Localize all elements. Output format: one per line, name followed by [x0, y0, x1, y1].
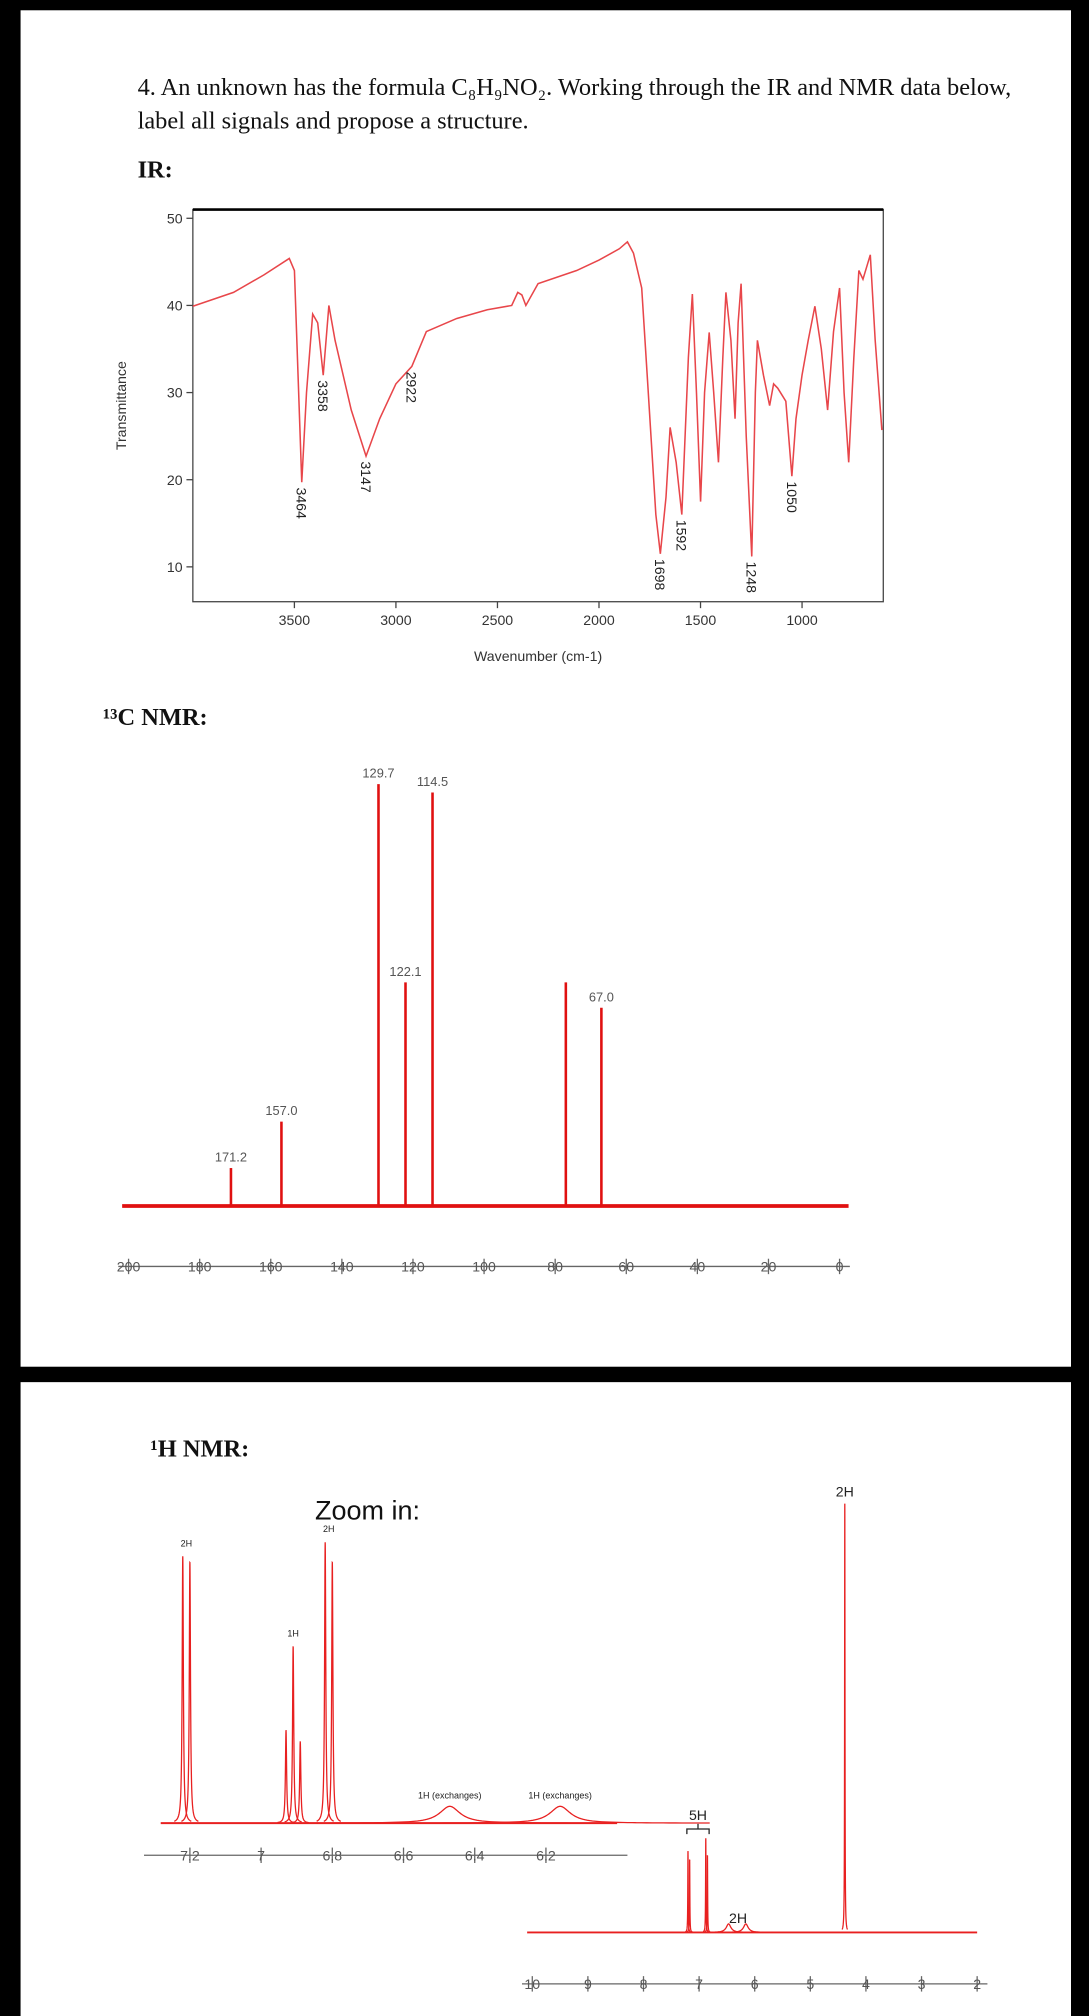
x-tick-label: 2000	[583, 612, 615, 628]
y-tick-label: 20	[167, 472, 183, 488]
integration-label: 1H	[287, 1629, 299, 1639]
ruler-label: 6.2	[536, 1847, 556, 1863]
peak-label: 3147	[358, 461, 374, 493]
peak-label: 3464	[294, 487, 310, 519]
question-line: label all signals and propose a structur…	[138, 108, 529, 135]
ruler-label: 40	[690, 1259, 706, 1275]
ruler-label: 6.6	[394, 1847, 414, 1863]
peak	[291, 1741, 309, 1824]
peak	[181, 1560, 199, 1822]
ruler-label: 5	[806, 1976, 814, 1992]
peak-label: 1592	[674, 520, 690, 552]
peak-label: 171.2	[215, 1150, 247, 1165]
spectrum-line	[192, 240, 883, 557]
c13-heading: ¹³C NMR:	[103, 704, 208, 731]
peak-label: 1248	[744, 562, 760, 594]
integration-label: 1H (exchanges)	[418, 1790, 482, 1800]
peak	[712, 1923, 780, 1934]
ruler-label: 7	[257, 1847, 265, 1863]
integration-label: 1H (exchanges)	[528, 1790, 592, 1800]
integration-label: 2H	[729, 1910, 747, 1926]
ruler-label: 0	[836, 1259, 844, 1275]
ruler-label: 120	[401, 1259, 425, 1275]
ruler-label: 3	[918, 1976, 926, 1992]
ruler-label: 8	[640, 1976, 648, 1992]
x-tick-label: 2500	[482, 612, 514, 628]
h1-heading: ¹H NMR:	[150, 1436, 249, 1463]
integration-label: 2H	[323, 1524, 335, 1534]
ruler-label: 200	[117, 1259, 141, 1275]
peak-label: 157.0	[265, 1103, 297, 1118]
ruler-label: 9	[584, 1976, 592, 1992]
peak-label: 122.1	[389, 964, 421, 979]
y-tick-label: 40	[167, 298, 183, 314]
ruler-label: 4	[862, 1976, 870, 1992]
peak-label: 3358	[315, 380, 331, 412]
ruler-label: 6.8	[322, 1847, 342, 1863]
peak	[841, 1503, 849, 1930]
ruler-label: 6	[751, 1976, 759, 1992]
peak	[316, 1542, 335, 1822]
ruler-label: 10	[524, 1976, 540, 1992]
peak	[686, 1859, 693, 1933]
x-tick-label: 1000	[786, 612, 818, 628]
ruler-label: 7	[695, 1976, 703, 1992]
ruler-label: 140	[330, 1259, 354, 1275]
peak-label: 2922	[404, 372, 420, 404]
upper-panel	[20, 10, 1072, 1367]
ruler-label: 7.2	[180, 1847, 200, 1863]
x-axis-label: Wavenumber (cm-1)	[474, 648, 602, 664]
integration-label: 2H	[836, 1484, 854, 1500]
ruler-label: 180	[188, 1259, 212, 1275]
peak-label: 1698	[652, 559, 668, 591]
peak-label: 67.0	[589, 989, 614, 1004]
peak	[323, 1560, 342, 1822]
x-tick-label: 3000	[380, 612, 412, 628]
y-tick-label: 30	[167, 385, 183, 401]
ruler-label: 20	[761, 1259, 777, 1275]
zoom-heading: Zoom in:	[315, 1496, 420, 1526]
integration-label: 2H	[181, 1538, 193, 1548]
integration-label: 5H	[689, 1807, 707, 1823]
ruler-label: 2	[973, 1976, 981, 1992]
peak-label: 1050	[784, 481, 800, 513]
x-tick-label: 3500	[279, 612, 311, 628]
ruler-label: 100	[472, 1259, 496, 1275]
bracket	[686, 1823, 710, 1835]
peak	[284, 1646, 302, 1823]
peak	[173, 1556, 192, 1822]
peak	[704, 1854, 711, 1933]
ir-heading: IR:	[138, 156, 173, 183]
y-axis-label: Transmittance	[113, 361, 129, 450]
ruler-label: 160	[259, 1259, 283, 1275]
y-tick-label: 10	[167, 559, 183, 575]
ruler-label: 60	[618, 1259, 634, 1275]
peak	[410, 1805, 710, 1824]
y-tick-label: 50	[167, 210, 183, 226]
x-tick-label: 1500	[685, 612, 717, 628]
ruler-label: 6.4	[465, 1847, 485, 1863]
peak-label: 129.7	[362, 766, 394, 781]
ruler-label: 80	[547, 1259, 563, 1275]
question-line: 4. An unknown has the formula C₈H₉NO₂. W…	[138, 74, 1012, 101]
lower-panel	[20, 1382, 1072, 2016]
peak-label: 114.5	[417, 774, 448, 789]
